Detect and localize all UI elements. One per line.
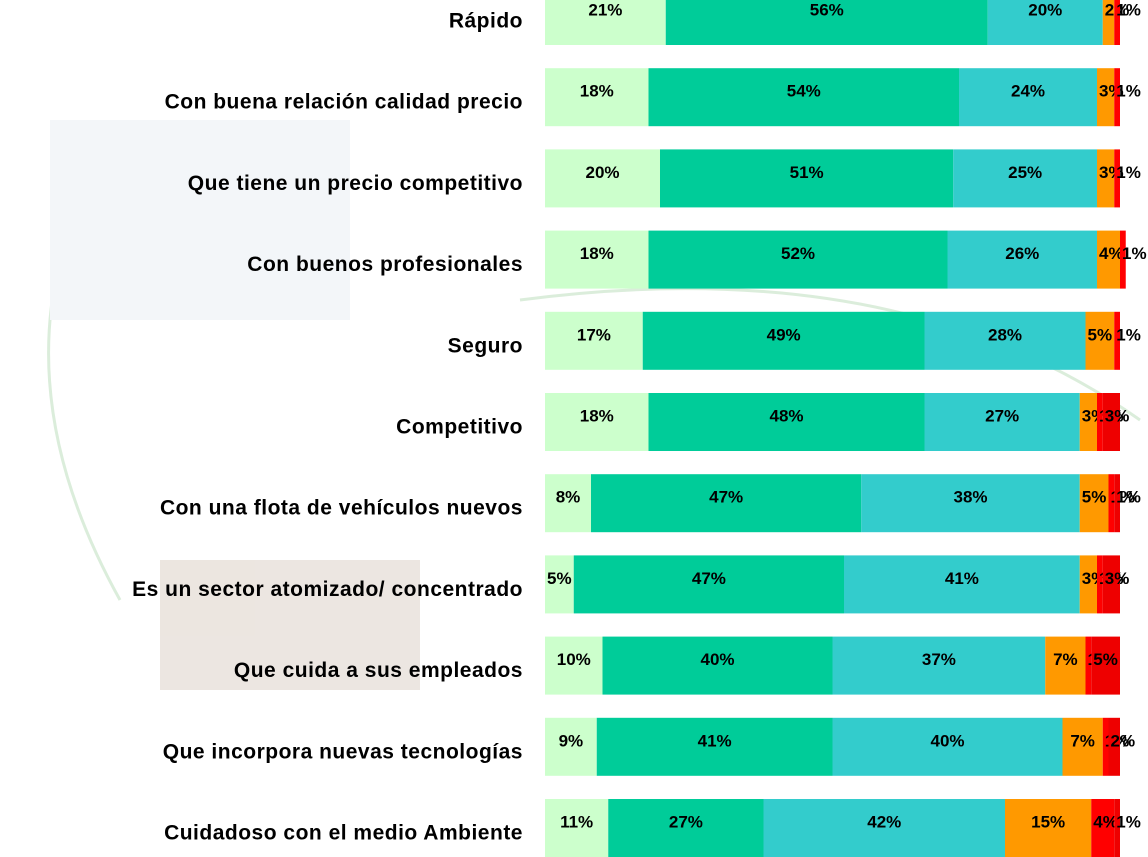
value-label: 5% [1088,325,1113,344]
value-label: 4% [1099,244,1124,263]
value-label: 18% [580,244,614,263]
value-label: 5% [1082,488,1107,507]
value-label: 47% [709,488,743,507]
value-label: 27% [669,812,703,831]
value-label: 1% [1116,325,1141,344]
value-label: 40% [930,731,964,750]
value-label: 17% [577,325,611,344]
value-label: 1% [1116,82,1141,101]
category-label: Que incorpora nuevas tecnologías [163,740,523,763]
value-label: 1% [1122,244,1147,263]
value-label: 18% [580,406,614,425]
category-label: Con buenos profesionales [247,253,523,276]
value-label: 42% [867,812,901,831]
value-label: 7% [1053,650,1078,669]
category-label: Cuidadoso con el medio Ambiente [164,822,523,845]
value-label: 1% [1116,163,1141,182]
value-label: 37% [922,650,956,669]
value-label: 38% [953,488,987,507]
value-label: 41% [945,569,979,588]
value-label: 20% [1028,0,1062,19]
value-label: 56% [810,0,844,19]
value-label: 20% [585,163,619,182]
value-label: 24% [1011,82,1045,101]
value-label: 8% [556,488,581,507]
value-label: 1% [1116,0,1141,19]
value-label: 2% [1111,731,1136,750]
value-label: 3% [1105,569,1130,588]
value-label: 25% [1008,163,1042,182]
value-label: 47% [692,569,726,588]
value-label: 40% [700,650,734,669]
category-label: Competitivo [396,416,523,439]
value-label: 9% [559,731,584,750]
value-label: 3% [1105,406,1130,425]
value-label: 21% [588,0,622,19]
category-label: Seguro [448,334,523,357]
value-label: 1% [1116,488,1141,507]
value-label: 51% [790,163,824,182]
value-label: 26% [1005,244,1039,263]
value-label: 5% [547,569,572,588]
value-label: 49% [767,325,801,344]
value-label: 4% [1093,812,1118,831]
category-label: Que cuida a sus empleados [234,659,523,682]
value-label: 1% [1116,812,1141,831]
value-label: 48% [769,406,803,425]
value-label: 41% [698,731,732,750]
category-label: Que tiene un precio competitivo [188,172,523,195]
category-label: Con una flota de vehículos nuevos [160,497,523,520]
value-label: 28% [988,325,1022,344]
category-label: Con buena relación calidad precio [165,91,523,114]
page: Rápido 21% 56% 20% 2% 1% Con buena relación ca… [0,0,1148,857]
value-label: 18% [580,82,614,101]
value-label: 5% [1093,650,1118,669]
value-label: 27% [985,406,1019,425]
category-label: Rápido [449,10,523,33]
value-label: 52% [781,244,815,263]
category-label: Es un sector atomizado/ concentrado [132,578,523,601]
value-label: 10% [557,650,591,669]
value-label: 54% [787,82,821,101]
value-label: 15% [1031,812,1065,831]
value-label: 11% [560,812,593,831]
chart: Rápido 21% 56% 20% 2% 1% Con buena relación ca… [0,0,1148,857]
value-label: 7% [1070,731,1095,750]
